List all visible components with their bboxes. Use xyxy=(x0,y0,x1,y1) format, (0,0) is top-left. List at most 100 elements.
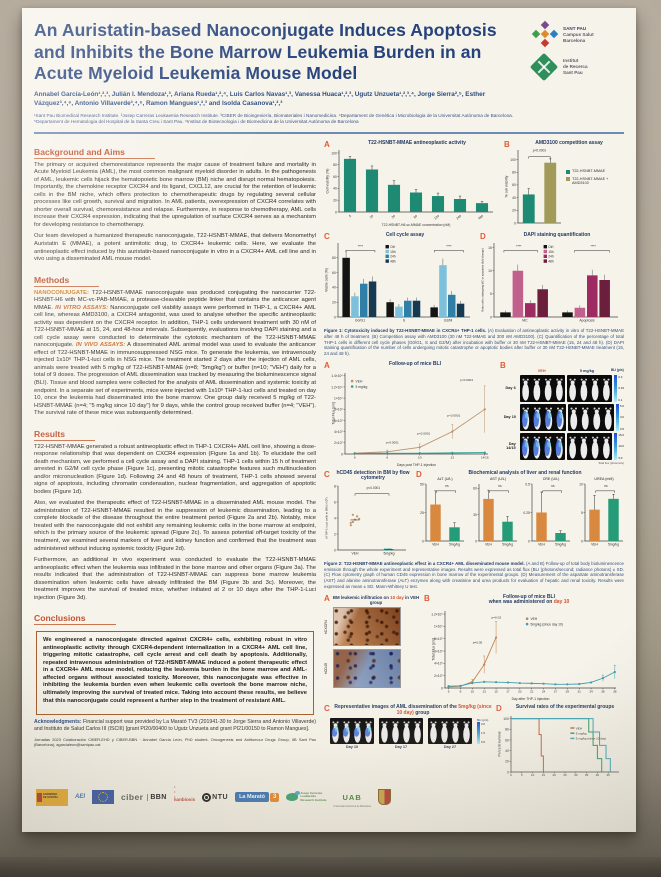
svg-text:0: 0 xyxy=(528,540,530,544)
bli-color-scale: 5.0 3.0 0.5 xyxy=(615,403,624,431)
mice-image-treated-day14-15 xyxy=(567,432,613,460)
poster-title: An Auristatin-based Nanoconjugate Induce… xyxy=(34,20,497,84)
svg-text:5 mg/kg: 5 mg/kg xyxy=(576,731,587,735)
mice-image-day10: Day 10 xyxy=(330,717,374,749)
svg-text:0: 0 xyxy=(475,540,477,544)
svg-text:10: 10 xyxy=(488,269,492,273)
panel-letter: A xyxy=(324,360,330,370)
svg-text:48h: 48h xyxy=(390,260,396,264)
svg-text:31: 31 xyxy=(577,690,581,694)
figure-2-panel-c: C hCD45 detection in BM by flow cytometr… xyxy=(324,470,412,560)
svg-text:60: 60 xyxy=(473,487,477,491)
svg-text:0: 0 xyxy=(510,773,512,776)
svg-text:Apoptosis: Apoptosis xyxy=(579,319,595,323)
svg-text:0: 0 xyxy=(341,452,343,456)
figure-1-caption: Figure 1: Cytotoxicity induced by T22-HS… xyxy=(324,328,624,357)
svg-text:80: 80 xyxy=(512,171,516,175)
svg-text:80: 80 xyxy=(333,163,337,167)
la-marato-logo: La Marató 3 xyxy=(235,792,280,803)
svg-text:15: 15 xyxy=(542,773,546,776)
svg-text:6: 6 xyxy=(354,455,356,459)
svg-text:22: 22 xyxy=(530,690,534,694)
svg-text:1.2×10⁸: 1.2×10⁸ xyxy=(331,385,343,389)
santpau-logo: SANT PAU Campus Salut Barcelona xyxy=(531,20,594,48)
svg-text:6: 6 xyxy=(334,500,336,504)
fig1b-legend: T22-HSNBT-MMAE T22-HSNBT-MMAE + AMD3100 xyxy=(566,169,624,229)
svg-text:G0/G1: G0/G1 xyxy=(355,319,365,323)
methods-lead-invivo: IN VIVO ASSAYS: xyxy=(75,342,126,349)
svg-text:ns: ns xyxy=(445,484,449,488)
svg-text:100: 100 xyxy=(503,717,509,721)
svg-text:VEH: VEH xyxy=(485,543,492,547)
svg-text:40: 40 xyxy=(596,773,600,776)
conclusions-text: We engineered a nanoconjugate directed a… xyxy=(43,637,307,704)
bli-color-scale: 0.3 0.15 0.1 xyxy=(614,374,624,402)
santpau-cross-icon xyxy=(531,20,559,48)
mice-image-veh-day10 xyxy=(519,403,566,431)
ihc-image-hcd45 xyxy=(333,649,401,689)
svg-text:25: 25 xyxy=(563,773,567,776)
background-paragraph-1: The primary or acquired chemoresistance … xyxy=(34,161,316,228)
svg-text:20: 20 xyxy=(518,690,522,694)
svg-text:VEH: VEH xyxy=(432,543,439,547)
svg-text:36: 36 xyxy=(601,690,605,694)
svg-text:120: 120 xyxy=(433,214,440,221)
mice-image-treated-day6 xyxy=(567,374,613,402)
figure-2: A Follow-up of mice BLI 0 2×10⁷ 4×10⁷ 6×10⁷… xyxy=(324,361,624,590)
svg-text:5: 5 xyxy=(490,292,492,296)
eu-flag-logo xyxy=(92,790,115,805)
ihc-label-hcxcr4: hCXCR4 xyxy=(324,619,328,634)
results-paragraph-1: T22-HSNBT-MMAE generated a robust antine… xyxy=(34,443,316,495)
svg-text:30: 30 xyxy=(574,773,578,776)
svg-text:p=0.05: p=0.05 xyxy=(473,640,483,644)
svg-text:24: 24 xyxy=(542,690,546,694)
mice-row-day6: Day 6 0.3 0.15 0.1 xyxy=(505,374,624,402)
panel-letter: D xyxy=(480,232,486,242)
svg-text:15h: 15h xyxy=(390,250,396,254)
bli-color-scale: 15.0 10.0 5.0 xyxy=(614,432,624,460)
svg-text:60: 60 xyxy=(333,175,337,179)
svg-text:2×10⁷: 2×10⁷ xyxy=(334,441,343,445)
mice-image-veh-day6 xyxy=(519,374,565,402)
svg-text:1×10⁸: 1×10⁸ xyxy=(434,625,443,629)
poster: An Auristatin-based Nanoconjugate Induce… xyxy=(22,8,636,832)
svg-text:Day after THP-1 injection: Day after THP-1 injection xyxy=(512,697,550,701)
svg-text:100: 100 xyxy=(510,158,516,162)
svg-text:40: 40 xyxy=(512,196,516,200)
fig1b-competition-bar-chart: 0 20 40 60 80 100 % cell viability p<0.0001 xyxy=(504,147,564,229)
svg-text:40: 40 xyxy=(332,286,336,290)
results-paragraph-3: Furthermore, an additional in vivo exper… xyxy=(34,557,316,601)
svg-text:ns: ns xyxy=(551,484,555,488)
svg-text:100: 100 xyxy=(331,152,337,156)
panel-letter: D xyxy=(496,704,502,714)
svg-text:1×10⁸: 1×10⁸ xyxy=(334,396,343,400)
svg-text:10: 10 xyxy=(418,455,422,459)
svg-text:15: 15 xyxy=(488,246,492,250)
svg-text:Ratio cells undergoing MC or a: Ratio cells undergoing MC or apoptosis (… xyxy=(481,248,485,311)
svg-text:6: 6 xyxy=(448,690,450,694)
text-column: Background and Aims The primary or acqui… xyxy=(34,140,316,776)
figure-3-panel-a: A BM leukemic infiltration on 10 day in … xyxy=(324,594,420,692)
funding-logo-strip: GOBIERNO DE ESPAÑA AEI ciber BBN nanbiosis… xyxy=(34,784,624,811)
panel-letter: B xyxy=(500,360,506,370)
chart-title: AMD3100 competition assay xyxy=(535,139,603,146)
svg-text:2: 2 xyxy=(334,532,336,536)
svg-text:VEH: VEH xyxy=(538,543,545,547)
svg-text:8: 8 xyxy=(334,484,336,488)
svg-text:p<0.0001: p<0.0001 xyxy=(447,413,460,417)
methods-lead-nanoconjugate: NANOCONJUGATE: xyxy=(34,289,89,296)
panel-letter: C xyxy=(324,704,330,714)
svg-text:% cell viability: % cell viability xyxy=(505,176,509,198)
svg-text:ns: ns xyxy=(604,484,608,488)
svg-text:80: 80 xyxy=(332,256,336,260)
section-heading-results: Results xyxy=(34,429,96,441)
svg-text:10: 10 xyxy=(369,214,374,220)
svg-text:4×10⁷: 4×10⁷ xyxy=(434,662,443,666)
panel-letter: D xyxy=(416,469,422,479)
figure-3-panel-d: D Survival rates of the experimental gro… xyxy=(496,704,624,776)
svg-text:1.4×10⁸: 1.4×10⁸ xyxy=(331,374,343,378)
mice-image-day17: Day 17 xyxy=(379,717,423,749)
svg-text:5mg/kg (since day 10): 5mg/kg (since day 10) xyxy=(530,623,562,627)
svg-text:p=0.03: p=0.03 xyxy=(492,616,502,620)
svg-text:20: 20 xyxy=(512,209,516,213)
